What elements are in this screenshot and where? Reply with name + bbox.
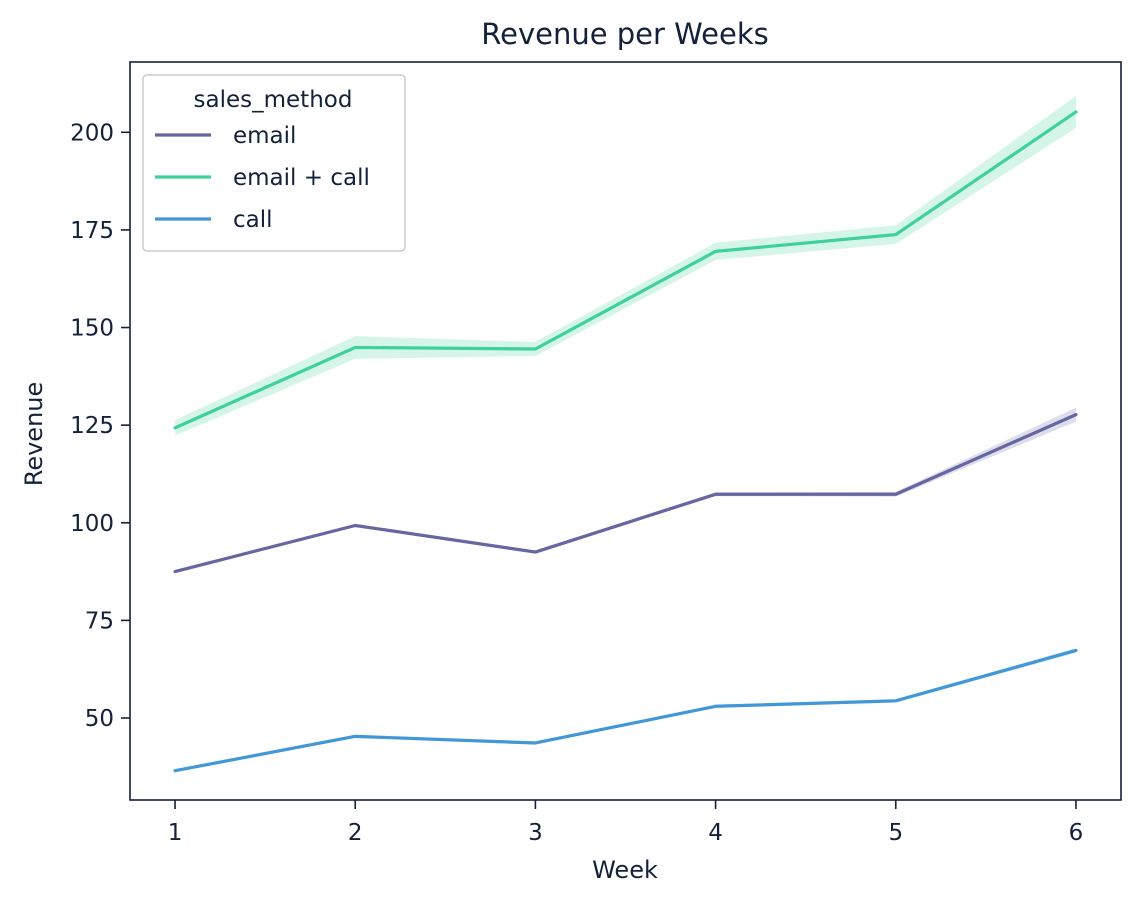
series-line-0 [173, 413, 1078, 574]
x-tick-label: 4 [708, 820, 723, 846]
plot-area: 1 2 3 4 5 6 50 75 100 125 150 175 200 sales_methodema… [70, 61, 1122, 846]
y-tick-label: 125 [70, 413, 114, 439]
x-tick-label: 3 [528, 820, 543, 846]
series-line-2 [173, 648, 1078, 773]
y-tick-label: 50 [85, 706, 114, 732]
x-axis-label: Week [592, 856, 658, 884]
legend-entry-1: email + call [233, 165, 370, 191]
x-tick-label: 5 [888, 820, 903, 846]
ci-band-1 [175, 95, 1076, 436]
legend-entry-2: call [233, 207, 273, 233]
legend-box [142, 74, 406, 252]
chart-title: Revenue per Weeks [481, 17, 768, 51]
series-line-1 [173, 110, 1078, 430]
y-tick-label: 75 [85, 608, 114, 634]
legend-entry-0: email [233, 123, 296, 149]
y-axis-label: Revenue [20, 382, 48, 487]
legend-title: sales_method [194, 87, 353, 113]
ci-band-0 [175, 407, 1076, 574]
x-tick-label: 1 [168, 820, 183, 846]
ci-band-2 [175, 648, 1076, 773]
x-tick-label: 2 [348, 820, 363, 846]
y-tick-label: 200 [70, 120, 114, 146]
axes-frame [129, 61, 1122, 801]
y-tick-label: 175 [70, 218, 114, 244]
y-tick-label: 150 [70, 316, 114, 342]
y-tick-label: 100 [70, 511, 114, 537]
x-tick-label: 6 [1069, 820, 1084, 846]
